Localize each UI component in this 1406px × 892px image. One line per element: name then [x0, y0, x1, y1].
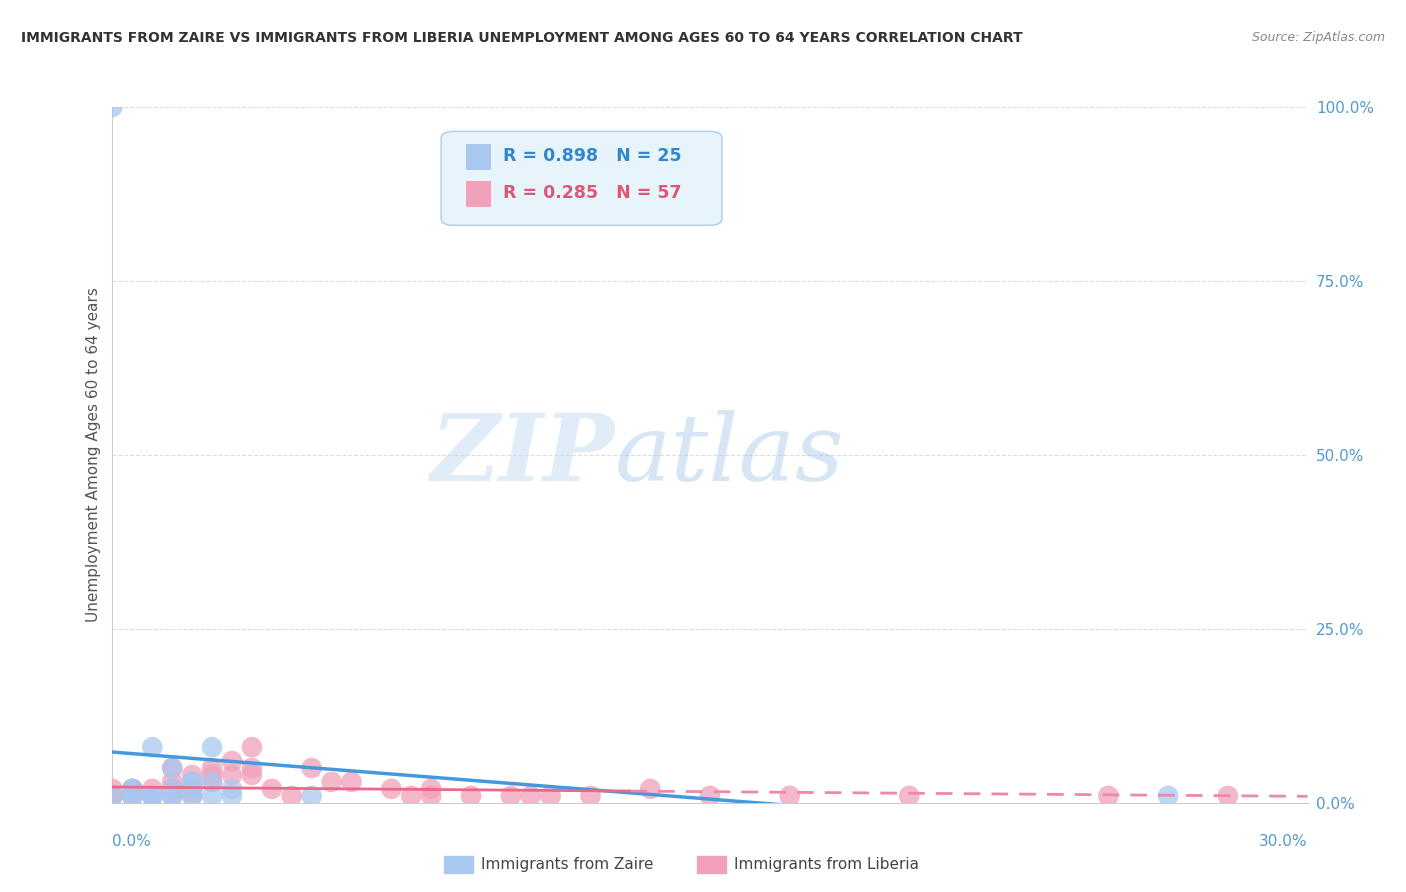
- Point: [101, 789, 124, 803]
- Point: [101, 100, 124, 114]
- Point: [221, 768, 243, 782]
- Point: [499, 789, 522, 803]
- Point: [101, 789, 124, 803]
- Point: [181, 789, 204, 803]
- Point: [121, 789, 143, 803]
- Text: Immigrants from Liberia: Immigrants from Liberia: [734, 857, 920, 871]
- Point: [1216, 789, 1239, 803]
- Point: [121, 781, 143, 796]
- FancyBboxPatch shape: [465, 180, 491, 207]
- Point: [201, 775, 224, 789]
- Point: [240, 761, 263, 775]
- Point: [779, 789, 801, 803]
- Point: [121, 789, 143, 803]
- Point: [121, 789, 143, 803]
- Point: [141, 781, 163, 796]
- Point: [141, 789, 163, 803]
- Text: IMMIGRANTS FROM ZAIRE VS IMMIGRANTS FROM LIBERIA UNEMPLOYMENT AMONG AGES 60 TO 6: IMMIGRANTS FROM ZAIRE VS IMMIGRANTS FROM…: [21, 31, 1022, 45]
- Point: [162, 781, 183, 796]
- Point: [201, 761, 224, 775]
- Point: [699, 789, 721, 803]
- Point: [640, 781, 662, 796]
- Point: [340, 775, 363, 789]
- Point: [540, 789, 562, 803]
- Point: [301, 789, 323, 803]
- FancyBboxPatch shape: [441, 131, 723, 226]
- Point: [260, 781, 283, 796]
- Point: [401, 789, 423, 803]
- Point: [181, 775, 204, 789]
- Point: [1157, 789, 1180, 803]
- Point: [420, 781, 443, 796]
- Point: [281, 789, 304, 803]
- Point: [162, 789, 183, 803]
- Point: [181, 781, 204, 796]
- Point: [162, 761, 183, 775]
- Point: [162, 781, 183, 796]
- Point: [240, 768, 263, 782]
- Point: [141, 789, 163, 803]
- Text: R = 0.898   N = 25: R = 0.898 N = 25: [503, 147, 682, 165]
- Text: 0.0%: 0.0%: [112, 834, 152, 849]
- Point: [141, 789, 163, 803]
- Point: [121, 789, 143, 803]
- Point: [101, 781, 124, 796]
- Point: [121, 789, 143, 803]
- Text: ZIP: ZIP: [430, 410, 614, 500]
- Point: [162, 761, 183, 775]
- Point: [420, 789, 443, 803]
- Point: [321, 775, 343, 789]
- Point: [898, 789, 921, 803]
- Point: [579, 789, 602, 803]
- Point: [101, 789, 124, 803]
- Text: Immigrants from Zaire: Immigrants from Zaire: [481, 857, 654, 871]
- Point: [141, 789, 163, 803]
- Text: atlas: atlas: [614, 410, 844, 500]
- FancyBboxPatch shape: [465, 144, 491, 169]
- Point: [181, 775, 204, 789]
- Point: [240, 740, 263, 755]
- Point: [221, 754, 243, 768]
- Point: [121, 781, 143, 796]
- Point: [221, 781, 243, 796]
- Point: [460, 789, 482, 803]
- Point: [121, 781, 143, 796]
- Point: [181, 768, 204, 782]
- Point: [121, 781, 143, 796]
- Point: [141, 789, 163, 803]
- Point: [201, 775, 224, 789]
- Point: [181, 781, 204, 796]
- Point: [181, 789, 204, 803]
- Point: [162, 781, 183, 796]
- Point: [520, 789, 543, 803]
- Y-axis label: Unemployment Among Ages 60 to 64 years: Unemployment Among Ages 60 to 64 years: [86, 287, 101, 623]
- Point: [121, 789, 143, 803]
- Point: [141, 789, 163, 803]
- Point: [121, 789, 143, 803]
- Point: [201, 740, 224, 755]
- Point: [121, 789, 143, 803]
- Point: [301, 761, 323, 775]
- Point: [181, 781, 204, 796]
- Point: [201, 789, 224, 803]
- Text: 30.0%: 30.0%: [1260, 834, 1308, 849]
- Point: [141, 740, 163, 755]
- Point: [1097, 789, 1119, 803]
- Text: Source: ZipAtlas.com: Source: ZipAtlas.com: [1251, 31, 1385, 45]
- Point: [121, 789, 143, 803]
- Point: [162, 789, 183, 803]
- Point: [141, 789, 163, 803]
- Point: [121, 789, 143, 803]
- Point: [221, 789, 243, 803]
- Point: [201, 768, 224, 782]
- Point: [162, 789, 183, 803]
- Point: [162, 775, 183, 789]
- Point: [380, 781, 402, 796]
- Point: [141, 789, 163, 803]
- Point: [141, 789, 163, 803]
- Text: R = 0.285   N = 57: R = 0.285 N = 57: [503, 184, 682, 202]
